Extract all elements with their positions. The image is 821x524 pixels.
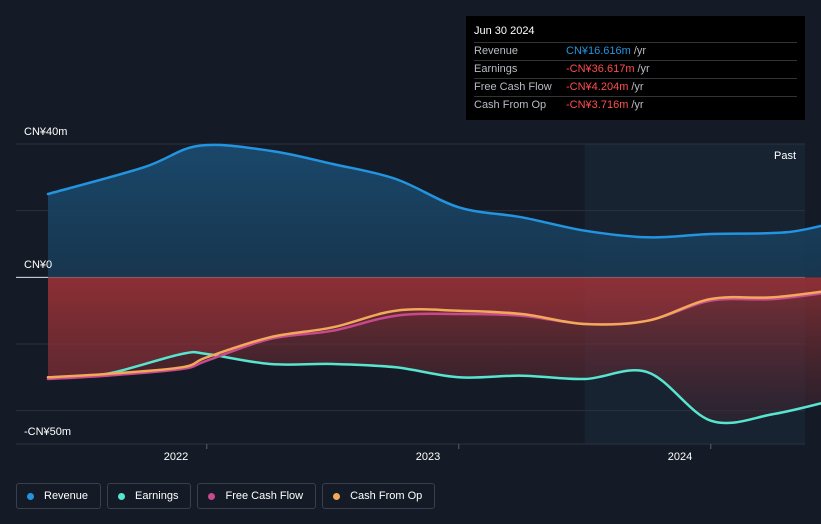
tooltip-unit: /yr	[633, 45, 647, 57]
revenue-line	[46, 143, 821, 239]
tooltip-date: Jun 30 2024	[474, 25, 535, 37]
tooltip-label: Cash From Op	[474, 99, 547, 111]
tooltip-label: Free Cash Flow	[474, 81, 552, 93]
tooltip-unit: /yr	[631, 81, 644, 93]
tooltip-value: -CN¥3.716m	[566, 99, 629, 111]
x-tick-label-2023: 2023	[415, 451, 441, 463]
revenue-area	[48, 144, 821, 278]
line-layer	[46, 143, 821, 425]
legend-label: Earnings	[135, 490, 179, 502]
y-tick-label-zero: CN¥0	[24, 259, 53, 271]
tooltip-label: Earnings	[474, 63, 518, 75]
tooltip-value: -CN¥4.204m	[566, 81, 629, 93]
free-cash-flow-line	[46, 292, 821, 381]
legend-dot-icon	[333, 492, 341, 500]
tooltip-value: CN¥16.616m	[566, 45, 631, 57]
legend-label: Cash From Op	[350, 490, 423, 502]
legend-item-earnings[interactable]: Earnings	[107, 483, 192, 509]
earnings-line	[46, 350, 821, 425]
past-label: Past	[774, 150, 797, 162]
tooltip-row-revenue: Revenue CN¥16.616m /yr	[474, 42, 797, 60]
legend-dot-icon	[118, 492, 126, 500]
legend-item-free-cash-flow[interactable]: Free Cash Flow	[197, 483, 317, 509]
tooltip: Jun 30 2024 Revenue CN¥16.616m /yr Earni…	[466, 16, 805, 120]
tooltip-value: -CN¥36.617m	[566, 63, 635, 75]
legend-dot-icon	[27, 492, 34, 500]
legend-label: Revenue	[44, 490, 89, 502]
y-tick-label-bottom: -CN¥50m	[24, 426, 72, 438]
cash-from-op-line	[46, 290, 821, 379]
legend-dot-icon	[208, 492, 216, 500]
tooltip-unit: /yr	[631, 99, 644, 111]
tooltip-row-earnings: Earnings -CN¥36.617m /yr	[474, 60, 797, 78]
cash-from-op-area	[48, 277, 821, 378]
y-tick-label-top: CN¥40m	[24, 126, 68, 138]
x-tick-label-2024: 2024	[667, 451, 693, 463]
legend-item-cash-from-op[interactable]: Cash From Op	[322, 483, 436, 509]
x-tick-label-2022: 2022	[163, 451, 189, 463]
tooltip-row-cash-from-op: Cash From Op -CN¥3.716m /yr	[474, 96, 797, 114]
legend-label: Free Cash Flow	[225, 490, 304, 502]
tooltip-label: Revenue	[474, 45, 519, 57]
tooltip-unit: /yr	[637, 63, 650, 75]
tooltip-row-free-cash-flow: Free Cash Flow -CN¥4.204m /yr	[474, 78, 797, 96]
area-layer	[48, 144, 821, 424]
legend: Revenue Earnings Free Cash Flow Cash Fro…	[16, 483, 436, 509]
legend-item-revenue[interactable]: Revenue	[16, 483, 102, 509]
earnings-area	[48, 277, 821, 424]
